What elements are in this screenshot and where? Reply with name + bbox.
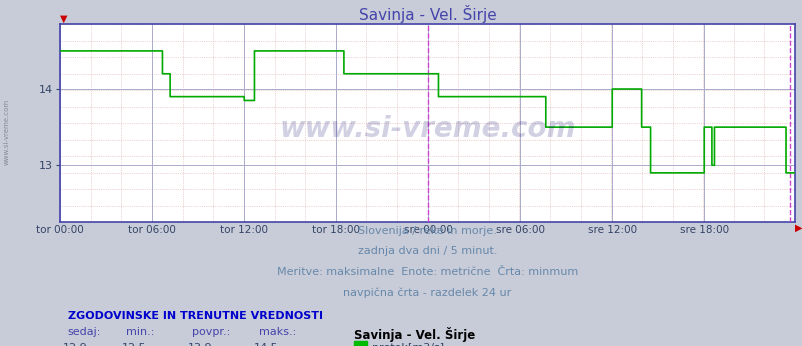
Text: ▼: ▼: [60, 14, 67, 24]
Text: www.si-vreme.com: www.si-vreme.com: [279, 115, 575, 143]
Text: Savinja - Vel. Širje: Savinja - Vel. Širje: [354, 327, 475, 342]
Text: povpr.:: povpr.:: [192, 327, 230, 337]
Text: www.si-vreme.com: www.si-vreme.com: [3, 98, 10, 165]
Text: pretok[m3/s]: pretok[m3/s]: [372, 343, 444, 346]
Text: ▶: ▶: [794, 222, 801, 233]
Text: 12,5: 12,5: [121, 343, 146, 346]
Text: Slovenija / reke in morje.: Slovenija / reke in morje.: [358, 226, 496, 236]
Text: zadnja dva dni / 5 minut.: zadnja dva dni / 5 minut.: [358, 246, 496, 256]
Text: navpična črta - razdelek 24 ur: navpična črta - razdelek 24 ur: [343, 287, 511, 298]
Text: 13,9: 13,9: [188, 343, 212, 346]
Title: Savinja - Vel. Širje: Savinja - Vel. Širje: [358, 5, 496, 23]
Text: 14,5: 14,5: [253, 343, 278, 346]
Text: 12,9: 12,9: [63, 343, 87, 346]
Bar: [354, 342, 367, 346]
Text: ZGODOVINSKE IN TRENUTNE VREDNOSTI: ZGODOVINSKE IN TRENUTNE VREDNOSTI: [67, 311, 322, 321]
Text: min.:: min.:: [126, 327, 155, 337]
Text: sedaj:: sedaj:: [67, 327, 101, 337]
Text: Meritve: maksimalne  Enote: metrične  Črta: minmum: Meritve: maksimalne Enote: metrične Črta…: [277, 267, 577, 277]
Text: maks.:: maks.:: [258, 327, 295, 337]
